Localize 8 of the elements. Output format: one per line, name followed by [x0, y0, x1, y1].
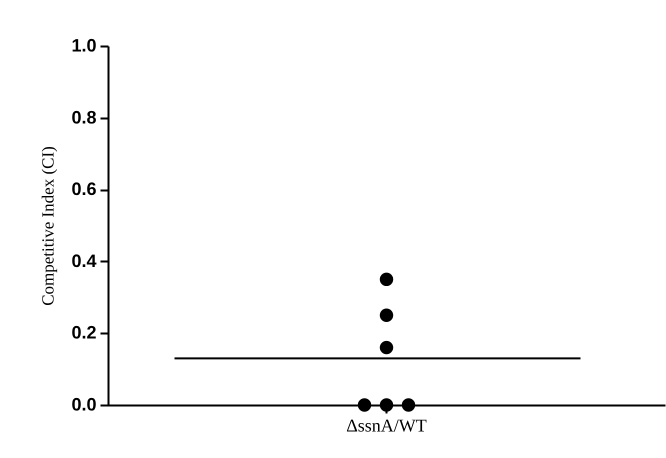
y-tick-label: 0.0	[71, 394, 96, 414]
y-tick-label: 0.4	[71, 250, 96, 271]
y-tick-label: 0.2	[71, 322, 96, 343]
y-tick-label: 0.6	[71, 179, 96, 200]
y-tick-label: 1.0	[71, 36, 96, 56]
y-axis-title: Competitive Index (CI)	[38, 146, 58, 306]
y-tick-label: 0.8	[71, 107, 96, 128]
x-tick-label: ΔssnA/WT	[346, 416, 427, 436]
